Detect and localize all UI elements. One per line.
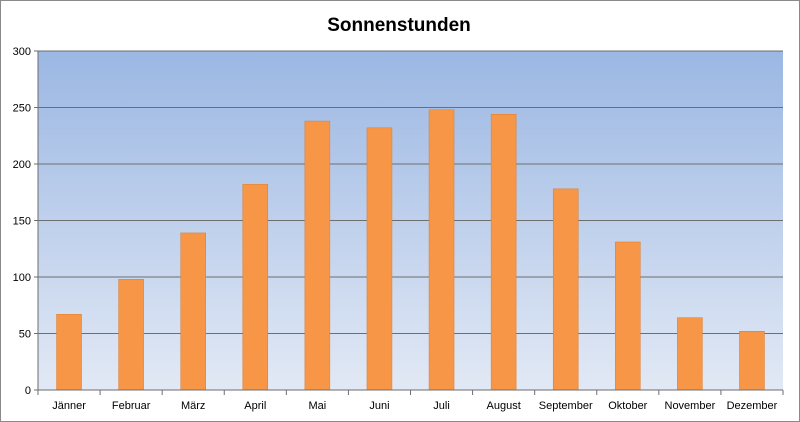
y-tick-label: 100 — [13, 272, 31, 284]
x-tick-label: Juli — [433, 400, 450, 412]
x-tick-label: Jänner — [52, 400, 86, 412]
bar-dezember — [739, 330, 765, 391]
x-tick-label: April — [244, 400, 266, 412]
bar-juli — [428, 109, 455, 391]
x-tick-label: Oktober — [608, 400, 647, 412]
bar-mai — [304, 120, 331, 391]
y-tick-label: 0 — [25, 385, 31, 397]
gridlines — [34, 50, 783, 391]
x-tick-label: März — [181, 400, 205, 412]
bar-februar — [118, 279, 144, 391]
x-tick-label: Juni — [369, 400, 389, 412]
y-tick-label: 200 — [13, 159, 31, 171]
bar-jänner — [56, 314, 82, 391]
bar-april — [242, 184, 269, 391]
y-tick-label: 300 — [13, 46, 31, 58]
y-tick-label: 150 — [13, 216, 31, 228]
y-tick-label: 250 — [13, 103, 31, 115]
bar-november — [677, 317, 703, 391]
x-tick-label: September — [539, 400, 593, 412]
x-tick-label: August — [487, 400, 521, 412]
bar-august — [490, 114, 517, 391]
x-tick-label: Februar — [112, 400, 151, 412]
axes — [37, 51, 784, 395]
bars — [56, 109, 765, 391]
x-tick-label: November — [665, 400, 716, 412]
x-tick-label: Mai — [309, 400, 327, 412]
bar-juni — [366, 127, 393, 391]
chart-title: Sonnenstunden — [327, 15, 471, 36]
bar-oktober — [615, 241, 641, 391]
x-tick-labels: Jänner Februar März April Mai Juni Juli August S… — [52, 400, 777, 412]
x-tick-label: Dezember — [727, 400, 778, 412]
bar-märz — [180, 232, 206, 391]
y-tick-label: 50 — [19, 329, 31, 341]
y-tick-labels: 0 50 100 150 200 250 300 — [13, 46, 31, 397]
bar-september — [552, 188, 579, 391]
